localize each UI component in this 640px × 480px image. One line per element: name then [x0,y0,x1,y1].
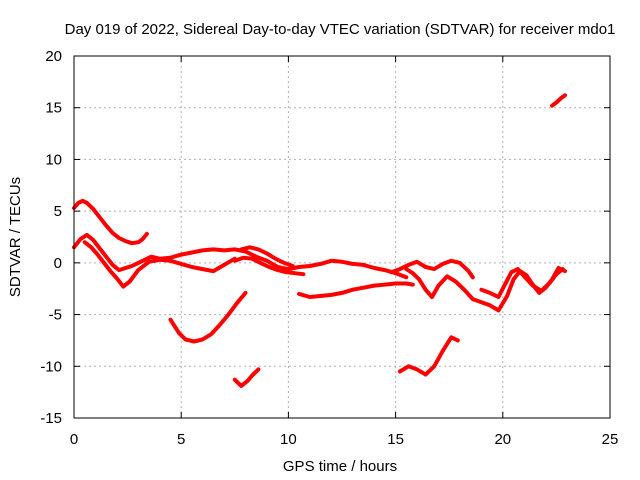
y-tick-label: 0 [54,255,62,272]
data-series [72,93,567,388]
series-arc-5 [232,367,261,388]
y-tick-label: 10 [45,151,62,168]
x-tick-label: 5 [177,431,185,448]
y-tick-label: -5 [49,307,62,324]
series-arc-4 [168,290,248,344]
y-axis-ticks: -15 -10 -5 0 5 10 15 20 [40,48,610,427]
series-arc-7 [232,255,306,277]
series-arc-6 [239,245,295,268]
series-arc-2 [72,232,409,280]
grid-lines [74,56,610,418]
x-axis-ticks: 0 5 10 15 20 25 [70,56,619,448]
series-arc-8 [297,281,415,299]
y-tick-label: 20 [45,48,62,65]
x-tick-label: 20 [494,431,511,448]
x-tick-label: 25 [602,431,619,448]
y-axis-label: SDTVAR / TECUs [7,177,24,297]
series-arc-3 [82,240,237,289]
series-arc-12 [479,267,565,299]
x-tick-label: 15 [387,431,404,448]
y-tick-label: 5 [54,203,62,220]
y-tick-label: -10 [40,358,62,375]
series-arc-13 [550,93,567,108]
plot-frame [73,55,611,419]
y-tick-label: 15 [45,100,62,117]
x-tick-label: 0 [70,431,78,448]
x-tick-label: 10 [280,431,297,448]
chart-title: Day 019 of 2022, Sidereal Day-to-day VTE… [65,21,616,38]
series-arc-9 [389,258,475,280]
y-tick-label: -15 [40,410,62,427]
series-arc-10 [397,335,460,377]
x-axis-label: GPS time / hours [283,458,397,475]
series-arc-1 [72,198,149,246]
